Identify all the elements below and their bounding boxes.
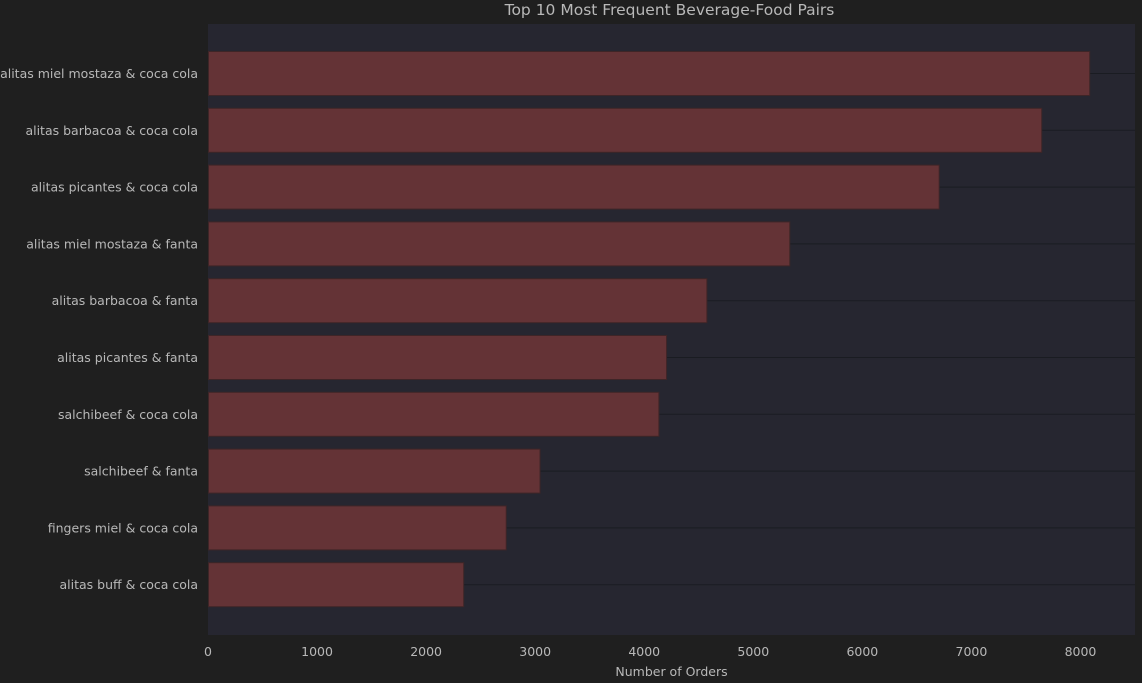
y-tick-label: alitas miel mostaza & coca cola	[0, 66, 198, 81]
x-tick-label: 8000	[1065, 644, 1097, 659]
bar	[208, 391, 660, 437]
bar	[208, 448, 541, 494]
bar	[208, 164, 940, 210]
x-tick-label: 3000	[519, 644, 551, 659]
bar	[208, 505, 507, 551]
y-tick-label: salchibeef & fanta	[84, 464, 198, 479]
x-tick-label: 6000	[846, 644, 878, 659]
chart-title: Top 10 Most Frequent Beverage-Food Pairs	[504, 1, 835, 19]
y-tick-label: alitas picantes & fanta	[57, 350, 198, 365]
bar	[208, 335, 668, 380]
y-tick-label: fingers miel & coca cola	[48, 520, 198, 535]
x-tick-label: 2000	[410, 644, 442, 659]
x-axis-label: Number of Orders	[615, 664, 727, 679]
x-tick-label: 5000	[737, 644, 769, 659]
x-tick-label: 4000	[628, 644, 660, 659]
bar	[208, 221, 791, 267]
bar	[208, 51, 1091, 96]
x-tick-label: 1000	[301, 644, 333, 659]
bars	[208, 51, 1091, 608]
bar	[208, 278, 708, 324]
y-tick-label: alitas buff & coca cola	[60, 577, 199, 592]
y-tick-label: alitas picantes & coca cola	[31, 180, 198, 195]
y-tick-label: salchibeef & coca cola	[58, 407, 198, 422]
y-tick-label: alitas barbacoa & coca cola	[25, 123, 198, 138]
x-tick-label: 7000	[956, 644, 988, 659]
bar	[208, 107, 1043, 153]
bar	[208, 562, 465, 608]
y-tick-label: alitas barbacoa & fanta	[52, 293, 198, 308]
x-tick-label: 0	[204, 644, 212, 659]
x-tick-labels: 0 1000 2000 3000 4000 5000 6000 7000 8000	[204, 644, 1096, 659]
y-tick-labels: alitas miel mostaza & coca cola alitas ba…	[0, 66, 198, 592]
y-tick-label: alitas miel mostaza & fanta	[26, 236, 198, 251]
